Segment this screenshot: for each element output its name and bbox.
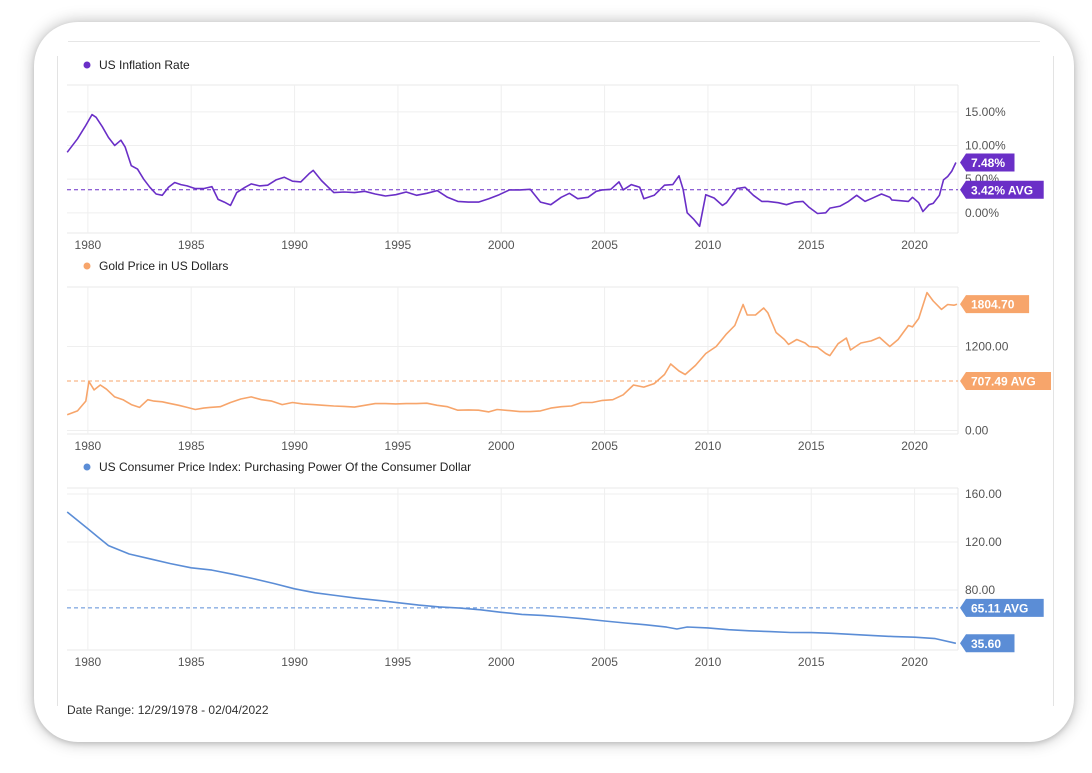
inflation-x-tick-label: 2020 <box>901 238 928 252</box>
card-left-divider <box>57 56 58 706</box>
cpi-x-tick-label: 1980 <box>75 655 102 669</box>
cpi-x-tick-label: 1990 <box>281 655 308 669</box>
inflation-last-value-badge-label: 7.48% <box>971 156 1005 170</box>
cpi-chart: 1980 1985 1990 1995 2000 2005 2010 2015 2020 160.… <box>66 460 1044 669</box>
gold-y-tick-label: 1200.00 <box>965 340 1009 354</box>
inflation-chart: 1980 1985 1990 1995 2000 2005 2010 2015 2020 15.0… <box>66 58 1044 252</box>
inflation-x-tick-label: 1980 <box>75 238 102 252</box>
cpi-x-tick-label: 1985 <box>178 655 205 669</box>
inflation-x-tick-label: 1990 <box>281 238 308 252</box>
date-range-label: Date Range: 12/29/1978 - 02/04/2022 <box>67 703 269 717</box>
gold-x-tick-label: 1980 <box>75 439 102 453</box>
inflation-x-tick-label: 1985 <box>178 238 205 252</box>
cpi-x-tick-label: 2000 <box>488 655 515 669</box>
inflation-legend-dot <box>83 61 91 69</box>
inflation-x-tick-label: 2010 <box>695 238 722 252</box>
inflation-x-tick-label: 1995 <box>385 238 412 252</box>
inflation-x-tick-label: 2015 <box>798 238 825 252</box>
gold-legend-dot <box>83 262 91 270</box>
inflation-x-tick-label: 2000 <box>488 238 515 252</box>
gold-x-tick-label: 1995 <box>385 439 412 453</box>
cpi-average-badge-label: 65.11 AVG <box>971 601 1028 615</box>
cpi-x-tick-label: 2020 <box>901 655 928 669</box>
cpi-last-value-badge-label: 35.60 <box>971 637 1001 651</box>
inflation-legend-label: US Inflation Rate <box>99 58 190 72</box>
card-top-divider <box>68 41 1040 42</box>
gold-x-tick-label: 1990 <box>281 439 308 453</box>
cpi-average-badge-background <box>960 598 1044 617</box>
inflation-average-badge-label: 3.42% AVG <box>971 183 1033 197</box>
inflation-series-line <box>66 113 957 228</box>
inflation-y-tick-label: 0.00% <box>965 206 999 220</box>
cpi-x-tick-label: 1995 <box>385 655 412 669</box>
cpi-y-tick-label: 120.00 <box>965 535 1002 549</box>
cpi-x-tick-label: 2005 <box>591 655 618 669</box>
inflation-average-badge-background <box>960 180 1044 199</box>
gold-x-tick-label: 2010 <box>695 439 722 453</box>
gold-x-tick-label: 2015 <box>798 439 825 453</box>
cpi-legend-dot <box>83 463 91 471</box>
inflation-last-value-badge-background <box>960 153 1015 172</box>
gold-y-tick-label: 0.00 <box>965 424 989 438</box>
gold-series-line <box>66 291 958 416</box>
gold-chart: 1980 1985 1990 1995 2000 2005 2010 2015 2020 1200… <box>66 259 1051 453</box>
cpi-series-line <box>66 511 957 645</box>
card-right-divider <box>1053 56 1054 706</box>
cpi-last-value-badge-background <box>960 634 1015 653</box>
cpi-y-tick-label: 160.00 <box>965 487 1002 501</box>
inflation-y-tick-label: 15.00% <box>965 105 1006 119</box>
gold-last-value-badge-label: 1804.70 <box>971 298 1015 312</box>
gold-last-value-badge-background <box>960 295 1030 314</box>
gold-x-tick-label: 1985 <box>178 439 205 453</box>
cpi-y-tick-label: 80.00 <box>965 583 995 597</box>
inflation-x-tick-label: 2005 <box>591 238 618 252</box>
cpi-x-tick-label: 2015 <box>798 655 825 669</box>
gold-x-tick-label: 2000 <box>488 439 515 453</box>
cpi-legend-label: US Consumer Price Index: Purchasing Powe… <box>99 460 471 474</box>
cpi-x-tick-label: 2010 <box>695 655 722 669</box>
chart-card <box>34 22 1074 742</box>
gold-average-badge-background <box>960 371 1051 390</box>
gold-average-badge-label: 707.49 AVG <box>971 374 1036 388</box>
inflation-y-tick-label: 10.00% <box>965 139 1006 153</box>
gold-legend-label: Gold Price in US Dollars <box>99 259 228 273</box>
gold-x-tick-label: 2005 <box>591 439 618 453</box>
gold-x-tick-label: 2020 <box>901 439 928 453</box>
